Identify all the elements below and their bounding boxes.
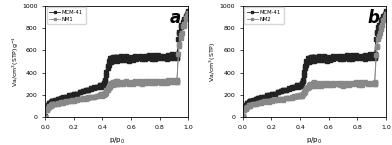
NM1 <box>174 81 179 83</box>
MCM-41 <box>241 115 245 117</box>
NM2 <box>311 84 316 86</box>
MCM-41 <box>384 11 388 13</box>
NM1 <box>83 97 88 99</box>
NM1 <box>92 96 96 98</box>
NM2 <box>289 97 294 99</box>
NM1 <box>171 82 176 83</box>
NM1 <box>113 84 118 85</box>
MCM-41 <box>276 91 280 93</box>
NM1 <box>186 12 191 14</box>
NM2 <box>241 115 245 117</box>
NM1 <box>43 116 47 118</box>
MCM-41 <box>289 87 294 89</box>
MCM-41 <box>372 56 377 58</box>
X-axis label: p/p$_0$: p/p$_0$ <box>109 136 125 145</box>
Legend: MCM-41, NM1: MCM-41, NM1 <box>47 7 86 24</box>
MCM-41 <box>113 59 118 60</box>
MCM-41 <box>78 91 82 93</box>
Line: MCM-41: MCM-41 <box>44 11 190 118</box>
Text: a: a <box>170 9 181 27</box>
MCM-41 <box>174 56 179 58</box>
MCM-41 <box>369 57 374 59</box>
NM2 <box>369 84 374 85</box>
NM1 <box>78 98 82 100</box>
Line: MCM-41: MCM-41 <box>241 11 388 118</box>
Y-axis label: Va/cm$^3$(STP): Va/cm$^3$(STP) <box>208 41 218 82</box>
Line: NM2: NM2 <box>241 13 388 118</box>
X-axis label: p/p$_0$: p/p$_0$ <box>307 136 323 145</box>
NM2 <box>384 13 388 15</box>
MCM-41 <box>186 11 191 13</box>
MCM-41 <box>43 115 47 117</box>
Text: b: b <box>367 9 379 27</box>
NM2 <box>372 83 377 85</box>
NM2 <box>281 99 286 100</box>
MCM-41 <box>311 59 316 60</box>
MCM-41 <box>92 87 96 89</box>
Y-axis label: Va/cm$^3$(STP)g$^{-1}$: Va/cm$^3$(STP)g$^{-1}$ <box>10 36 20 87</box>
Line: NM1: NM1 <box>44 11 190 119</box>
MCM-41 <box>171 57 176 59</box>
Legend: MCM-41, NM2: MCM-41, NM2 <box>244 7 283 24</box>
MCM-41 <box>83 89 88 91</box>
MCM-41 <box>281 89 286 91</box>
NM2 <box>276 99 280 101</box>
